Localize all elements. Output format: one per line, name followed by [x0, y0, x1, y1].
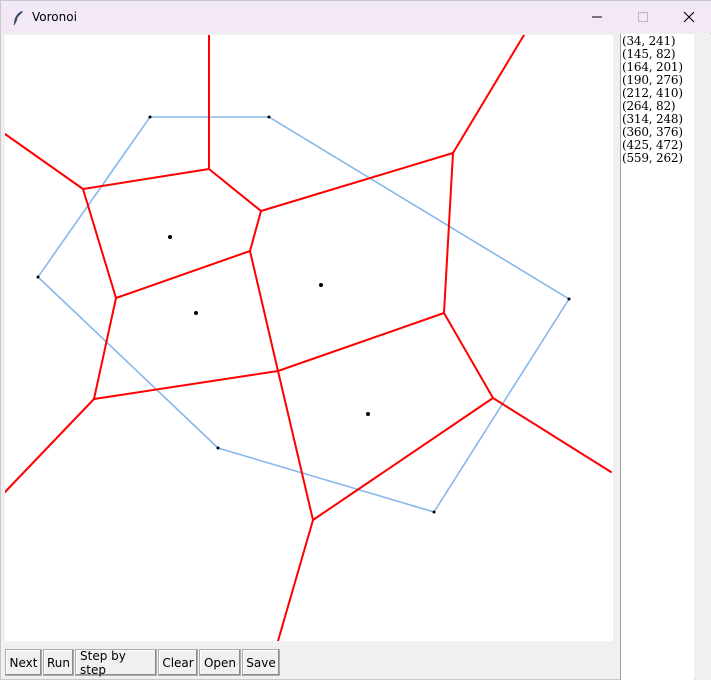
save-button[interactable]: Save [242, 649, 280, 676]
button-bar: Next Run Step by step Clear Open Save [5, 649, 281, 677]
list-item[interactable]: (145, 82) [622, 47, 676, 61]
list-item[interactable]: (34, 241) [622, 34, 676, 48]
close-button[interactable] [666, 1, 711, 33]
close-icon [683, 11, 695, 23]
site-point [148, 115, 152, 119]
window-title: Voronoi [32, 10, 77, 24]
site-point [567, 297, 571, 301]
list-item[interactable]: (314, 248) [622, 112, 683, 126]
site-point [432, 510, 436, 514]
title-bar[interactable]: Voronoi [1, 1, 711, 33]
maximize-icon [638, 12, 648, 22]
minimize-icon [592, 16, 602, 18]
site-point [36, 275, 40, 279]
interior-sites [168, 235, 370, 416]
minimize-button[interactable] [574, 1, 620, 33]
list-item[interactable]: (559, 262) [622, 151, 683, 165]
voronoi-canvas[interactable] [5, 35, 613, 641]
voronoi-edge [277, 370, 314, 521]
list-item[interactable]: (264, 82) [622, 99, 676, 113]
voronoi-edge [443, 152, 454, 314]
voronoi-edge [443, 312, 494, 399]
hull-vertices [36, 115, 571, 514]
list-scrollbar[interactable] [695, 34, 711, 680]
voronoi-edge [312, 397, 494, 521]
voronoi-edge [5, 133, 84, 190]
next-button[interactable]: Next [5, 649, 42, 676]
voronoi-edge [492, 397, 612, 473]
voronoi-edge [93, 297, 117, 400]
site-point [216, 446, 220, 450]
voronoi-edge [82, 168, 210, 190]
voronoi-edge [452, 35, 525, 154]
convex-hull-polygon [36, 116, 571, 513]
list-item[interactable]: (164, 201) [622, 60, 683, 74]
voronoi-edge [277, 519, 314, 641]
open-button[interactable]: Open [199, 649, 241, 676]
site-point [319, 283, 323, 287]
list-item[interactable]: (360, 376) [622, 125, 683, 139]
voronoi-edge [249, 250, 279, 372]
convex-hull [36, 116, 571, 513]
list-item[interactable]: (212, 410) [622, 86, 683, 100]
step-by-step-button[interactable]: Step by step [75, 649, 157, 677]
maximize-button [620, 1, 666, 33]
voronoi-edge [115, 250, 251, 299]
voronoi-edge [249, 210, 262, 252]
list-item[interactable]: (425, 472) [622, 138, 683, 152]
point-list[interactable]: (34, 241) (145, 82) (164, 201) (190, 276… [620, 34, 694, 680]
site-point [366, 412, 370, 416]
site-point [168, 235, 172, 239]
run-button[interactable]: Run [43, 649, 74, 676]
feather-icon [11, 10, 25, 26]
site-point [267, 115, 271, 119]
voronoi-edge [5, 398, 95, 493]
voronoi-edge [260, 152, 454, 212]
voronoi-edge [208, 168, 262, 212]
site-point [194, 311, 198, 315]
voronoi-diagram [5, 35, 612, 641]
voronoi-edge [82, 188, 117, 299]
window-controls [574, 1, 711, 33]
voronoi-edge [93, 370, 279, 400]
list-item[interactable]: (190, 276) [622, 73, 683, 87]
voronoi-edges [5, 35, 612, 641]
clear-button[interactable]: Clear [158, 649, 198, 676]
voronoi-edge [277, 312, 445, 372]
